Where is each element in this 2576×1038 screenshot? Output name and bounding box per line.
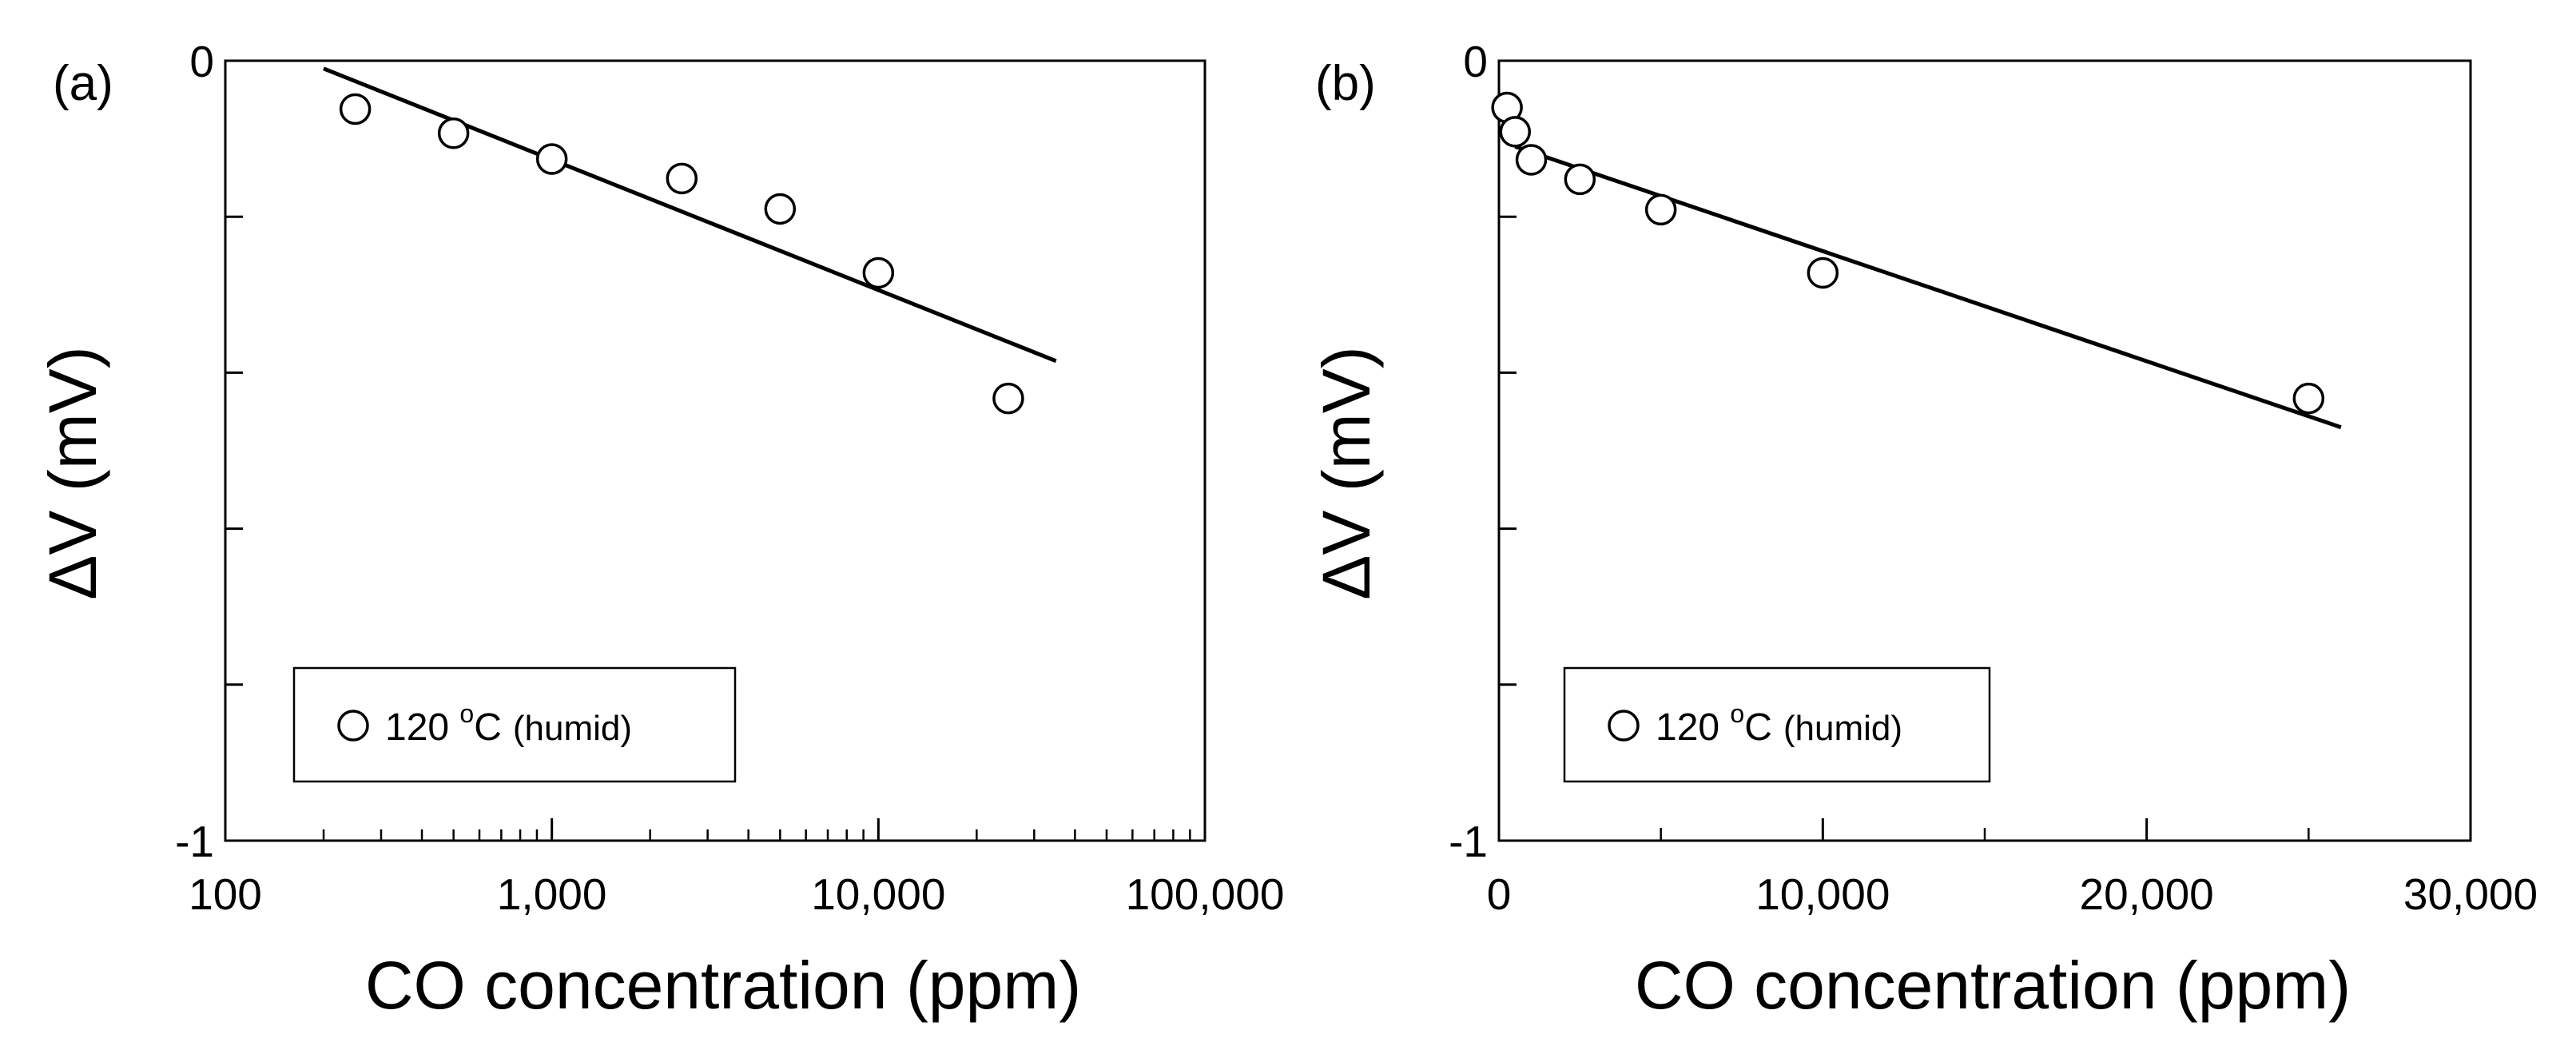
x-axis-title: CO concentration (ppm) (1635, 948, 2351, 1023)
x-tick-label: 1,000 (497, 869, 607, 919)
x-tick-label: 10,000 (1755, 869, 1890, 919)
legend: 120 oC (humid) (1563, 666, 1991, 783)
legend-marker (337, 710, 369, 742)
data-point (1499, 116, 1532, 148)
legend-label: 120 oC (humid) (1656, 699, 1902, 749)
y-tick-label: -1 (1449, 817, 1488, 866)
data-point (339, 93, 372, 125)
legend-label-unit: C (1744, 706, 1772, 749)
fit-line (1514, 144, 2342, 430)
data-point (437, 117, 470, 149)
panel-label: (b) (1315, 56, 1376, 111)
plot-frame (224, 59, 1207, 842)
legend-label-degree: o (459, 699, 474, 728)
legend-marker (1608, 710, 1640, 742)
data-point (764, 193, 797, 225)
x-tick-label: 30,000 (2403, 869, 2538, 919)
data-point (666, 162, 698, 195)
x-tick-label: 10,000 (811, 869, 945, 919)
legend-label-value: 120 (385, 706, 459, 749)
panel-label: (a) (53, 56, 113, 111)
legend-label-note: (humid) (1783, 709, 1902, 748)
data-point (535, 143, 568, 175)
legend-label: 120 oC (humid) (385, 699, 632, 749)
legend-label-unit: C (474, 706, 502, 749)
legend-box (292, 666, 737, 783)
y-tick-label: -1 (175, 817, 214, 866)
y-axis-title: ΔV (mV) (35, 346, 110, 599)
x-axis-title: CO concentration (ppm) (365, 948, 1081, 1023)
legend-label-degree: o (1730, 699, 1744, 728)
data-point (1515, 144, 1548, 176)
data-point (1644, 193, 1677, 226)
data-point (862, 257, 895, 289)
x-tick-label: 100 (189, 869, 262, 919)
y-tick-label: 0 (1463, 37, 1488, 86)
data-point (992, 382, 1024, 415)
legend-label-value: 120 (1656, 706, 1730, 749)
x-tick-label: 100,000 (1126, 869, 1285, 919)
legend: 120 oC (humid) (292, 666, 737, 783)
y-axis-title: ΔV (mV) (1309, 346, 1384, 599)
fit-line (323, 66, 1057, 364)
y-tick-label: 0 (189, 37, 214, 86)
legend-label-note: (humid) (513, 709, 632, 748)
data-point (1807, 257, 1839, 289)
data-point (2292, 382, 2325, 415)
data-point (1564, 163, 1596, 196)
x-tick-label: 0 (1487, 869, 1512, 919)
x-tick-label: 20,000 (2080, 869, 2214, 919)
